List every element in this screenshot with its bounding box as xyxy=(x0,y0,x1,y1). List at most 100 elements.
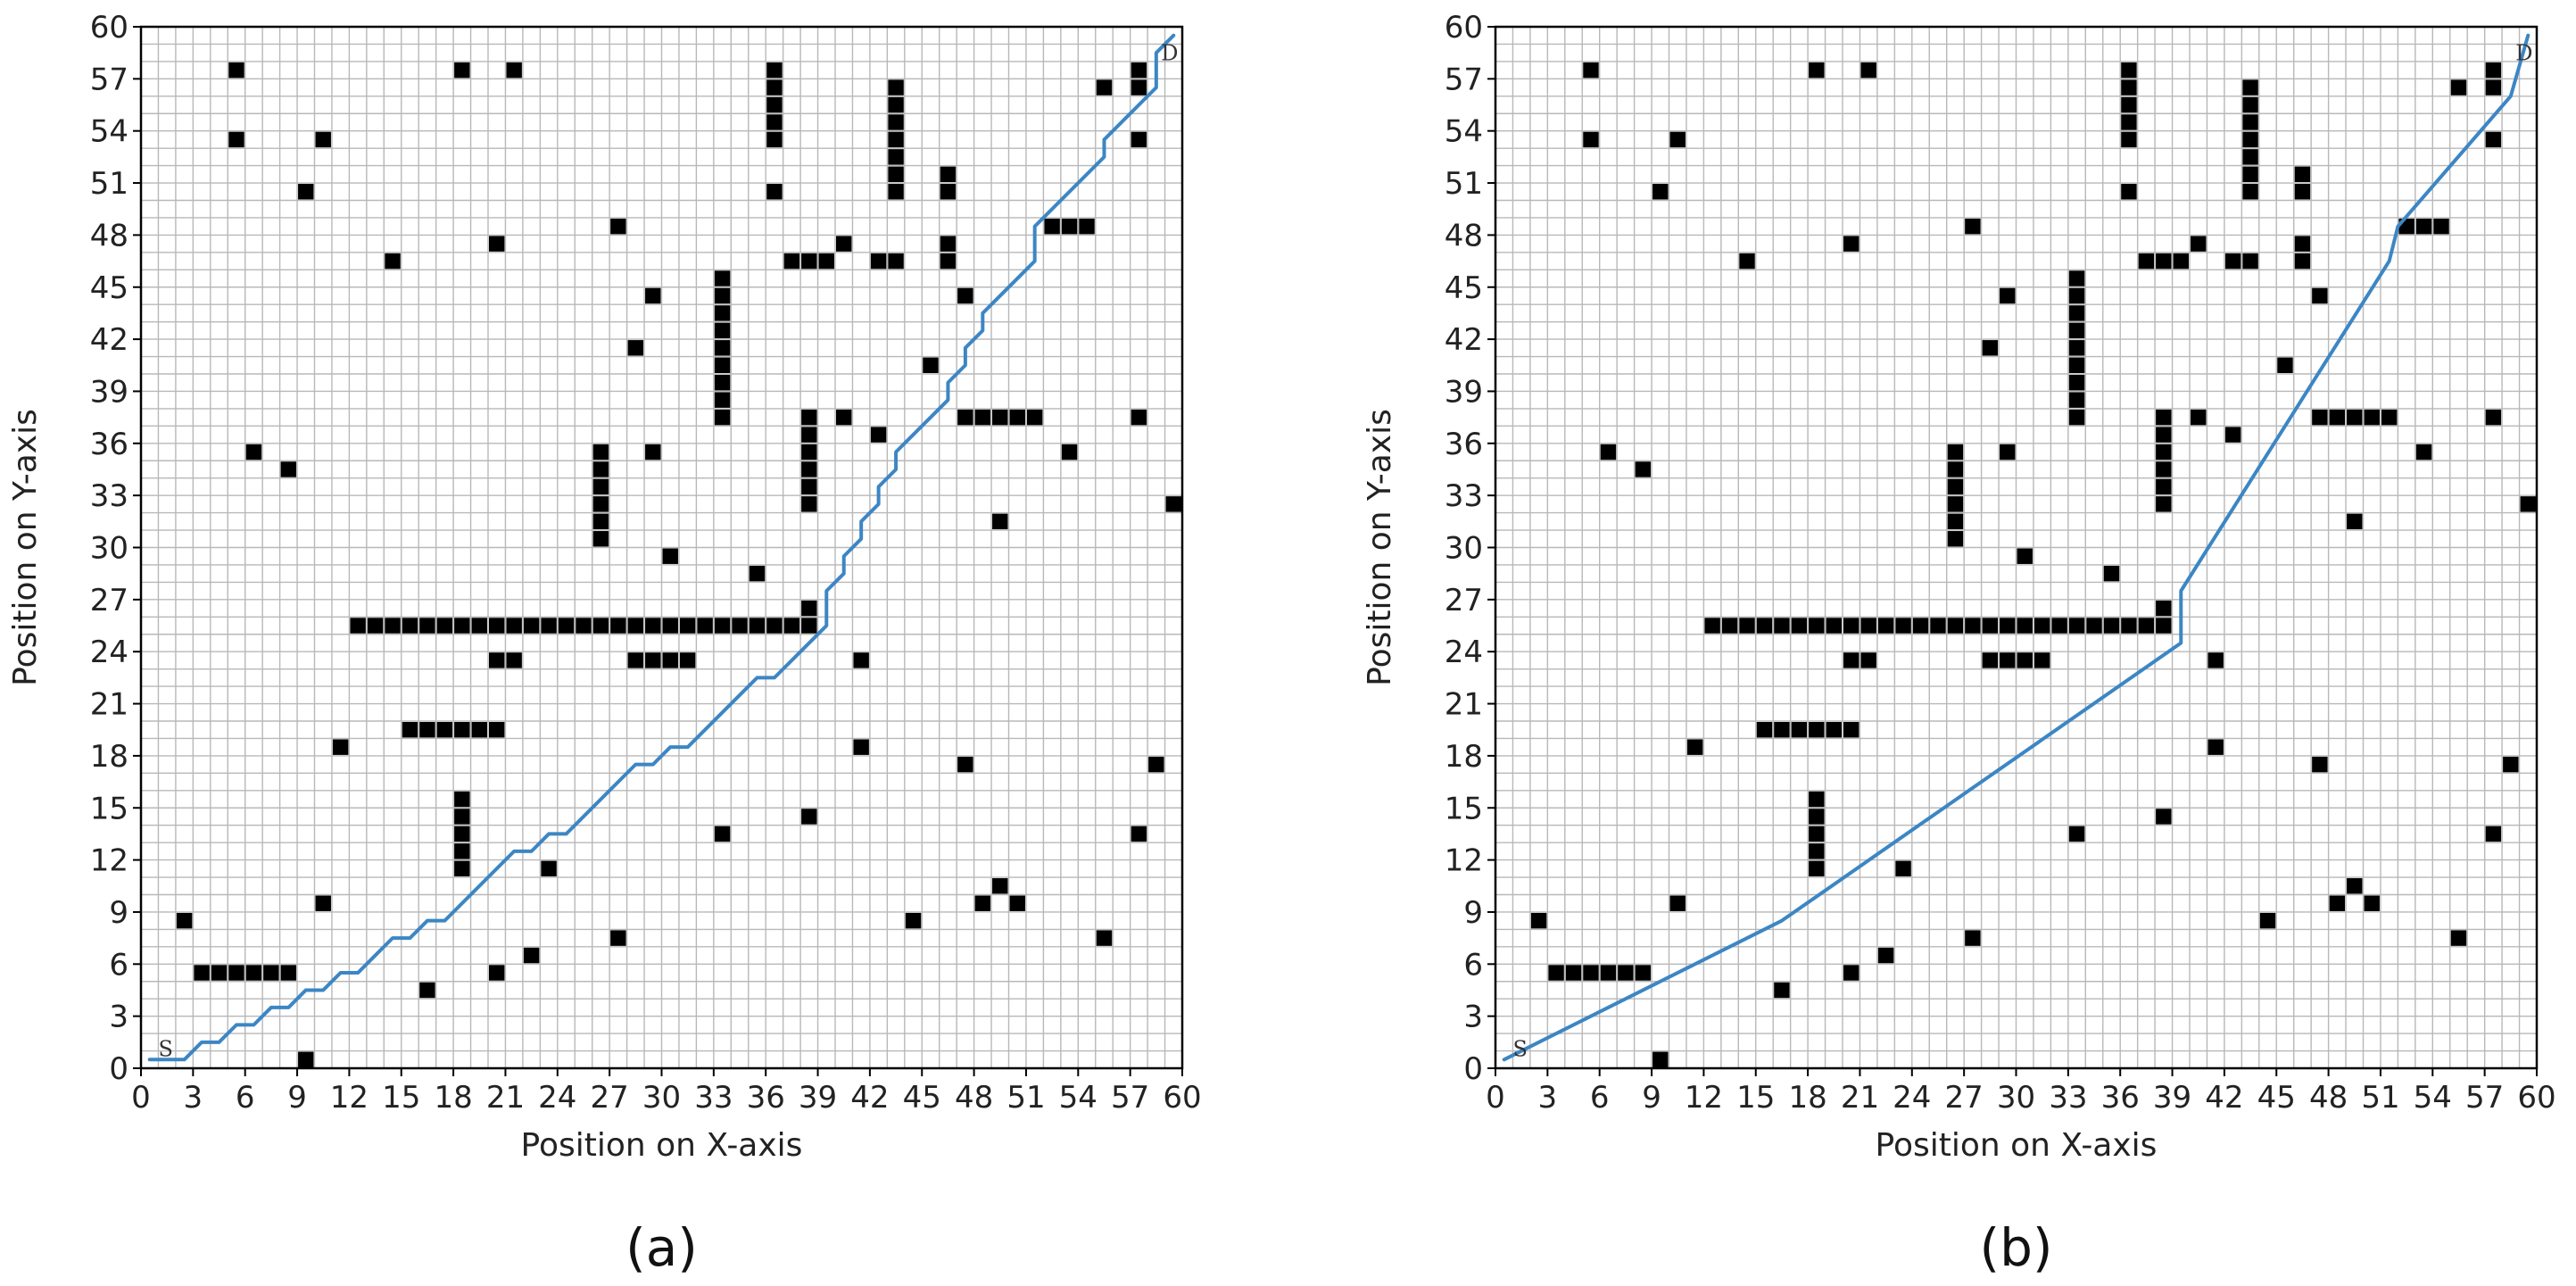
x-tick-label: 24 xyxy=(538,1080,576,1116)
obstacle-cell xyxy=(1044,218,1060,235)
obstacles xyxy=(176,62,1181,1067)
obstacle-cell xyxy=(714,826,731,842)
obstacle-cell xyxy=(1965,218,1981,235)
obstacle-cell xyxy=(454,809,470,825)
obstacle-cell xyxy=(2173,253,2189,270)
obstacle-cell xyxy=(454,826,470,842)
obstacle-cell xyxy=(662,548,678,564)
panel-label: (b) xyxy=(1979,1217,2052,1278)
obstacle-cell xyxy=(436,722,453,738)
obstacle-cell xyxy=(940,184,957,200)
y-axis-title: Position on Y-axis xyxy=(1362,409,1398,686)
obstacle-cell xyxy=(350,618,366,634)
obstacle-cell xyxy=(541,860,557,877)
obstacle-cell xyxy=(2156,444,2172,460)
obstacle-cell xyxy=(1131,409,1147,426)
y-axis-title: Position on Y-axis xyxy=(7,409,44,686)
y-tick-label: 27 xyxy=(1445,583,1483,618)
obstacle-cell xyxy=(454,860,470,877)
obstacle-cell xyxy=(1686,739,1703,755)
obstacle-cell xyxy=(645,287,661,304)
obstacle-cell xyxy=(471,722,487,738)
obstacle-cell xyxy=(888,79,904,95)
x-tick-label: 36 xyxy=(2101,1080,2140,1116)
obstacle-cell xyxy=(1965,618,1981,634)
obstacle-cell xyxy=(610,930,626,946)
obstacle-cell xyxy=(2277,357,2293,373)
obstacle-cell xyxy=(1704,618,1720,634)
obstacle-cell xyxy=(974,409,991,426)
obstacle-cell xyxy=(1809,62,1825,79)
y-tick-label: 18 xyxy=(90,739,128,775)
obstacle-cell xyxy=(2156,496,2172,512)
obstacle-cell xyxy=(1809,791,1825,808)
y-tick-label: 33 xyxy=(1445,478,1483,514)
x-tick-label: 21 xyxy=(1841,1080,1879,1116)
obstacle-cell xyxy=(2103,565,2120,582)
obstacle-cell xyxy=(940,253,957,270)
obstacle-cell xyxy=(1131,62,1147,79)
x-tick-label: 51 xyxy=(2361,1080,2399,1116)
obstacle-cell xyxy=(1583,62,1599,79)
obstacle-cell xyxy=(1096,79,1113,95)
obstacle-cell xyxy=(1652,1051,1669,1067)
x-tick-label: 9 xyxy=(287,1080,307,1116)
obstacle-cell xyxy=(992,513,1008,530)
obstacle-cell xyxy=(176,912,193,929)
obstacle-cell xyxy=(2068,375,2085,391)
obstacle-cell xyxy=(1583,965,1599,981)
x-tick-label: 30 xyxy=(1997,1080,2035,1116)
obstacle-cell xyxy=(714,409,731,426)
axis-ticks: 0033669912121515181821212424272730303333… xyxy=(90,10,1202,1116)
obstacle-cell xyxy=(1947,444,1964,460)
obstacle-cell xyxy=(1860,652,1876,668)
y-tick-label: 54 xyxy=(90,114,128,150)
x-tick-label: 33 xyxy=(694,1080,733,1116)
obstacle-cell xyxy=(2485,826,2502,842)
obstacle-cell xyxy=(627,618,644,634)
x-axis-title: Position on X-axis xyxy=(1876,1127,2158,1164)
y-tick-label: 6 xyxy=(109,947,128,983)
obstacle-cell xyxy=(888,184,904,200)
y-tick-label: 45 xyxy=(90,270,128,306)
goal-label: D xyxy=(1161,41,1178,66)
y-tick-label: 9 xyxy=(109,895,128,931)
obstacle-cell xyxy=(1721,618,1738,634)
y-tick-label: 51 xyxy=(1445,166,1483,202)
obstacle-cell xyxy=(2347,878,2363,894)
x-tick-label: 33 xyxy=(2049,1080,2087,1116)
obstacle-cell xyxy=(1165,496,1181,512)
x-tick-label: 12 xyxy=(1685,1080,1723,1116)
obstacle-cell xyxy=(2242,149,2258,165)
obstacle-cell xyxy=(2207,739,2224,755)
obstacle-cell xyxy=(2156,461,2172,477)
obstacle-cell xyxy=(1809,809,1825,825)
y-tick-label: 57 xyxy=(1445,62,1483,97)
obstacle-cell xyxy=(1947,513,1964,530)
obstacle-cell xyxy=(2242,166,2258,183)
x-tick-label: 45 xyxy=(2257,1080,2296,1116)
obstacle-cell xyxy=(2312,756,2328,773)
obstacle-cell xyxy=(766,96,783,113)
obstacle-cell xyxy=(1791,618,1808,634)
obstacle-cell xyxy=(801,427,817,443)
obstacle-cell xyxy=(783,253,800,270)
obstacle-cell xyxy=(2138,253,2155,270)
obstacle-cell xyxy=(298,1051,314,1067)
obstacle-cell xyxy=(2259,912,2276,929)
obstacle-cell xyxy=(2242,79,2258,95)
x-tick-label: 48 xyxy=(955,1080,993,1116)
obstacle-cell xyxy=(714,618,731,634)
obstacle-cell xyxy=(2312,287,2328,304)
obstacle-cell xyxy=(2068,826,2085,842)
obstacle-cell xyxy=(385,253,401,270)
obstacle-cell xyxy=(315,131,331,148)
obstacle-cell xyxy=(1809,618,1825,634)
obstacle-cell xyxy=(506,62,522,79)
obstacle-cell xyxy=(1791,722,1808,738)
obstacle-cell xyxy=(2138,618,2155,634)
obstacle-cell xyxy=(1809,860,1825,877)
obstacle-cell xyxy=(1809,722,1825,738)
obstacle-cell xyxy=(576,618,592,634)
obstacle-cell xyxy=(2347,513,2363,530)
